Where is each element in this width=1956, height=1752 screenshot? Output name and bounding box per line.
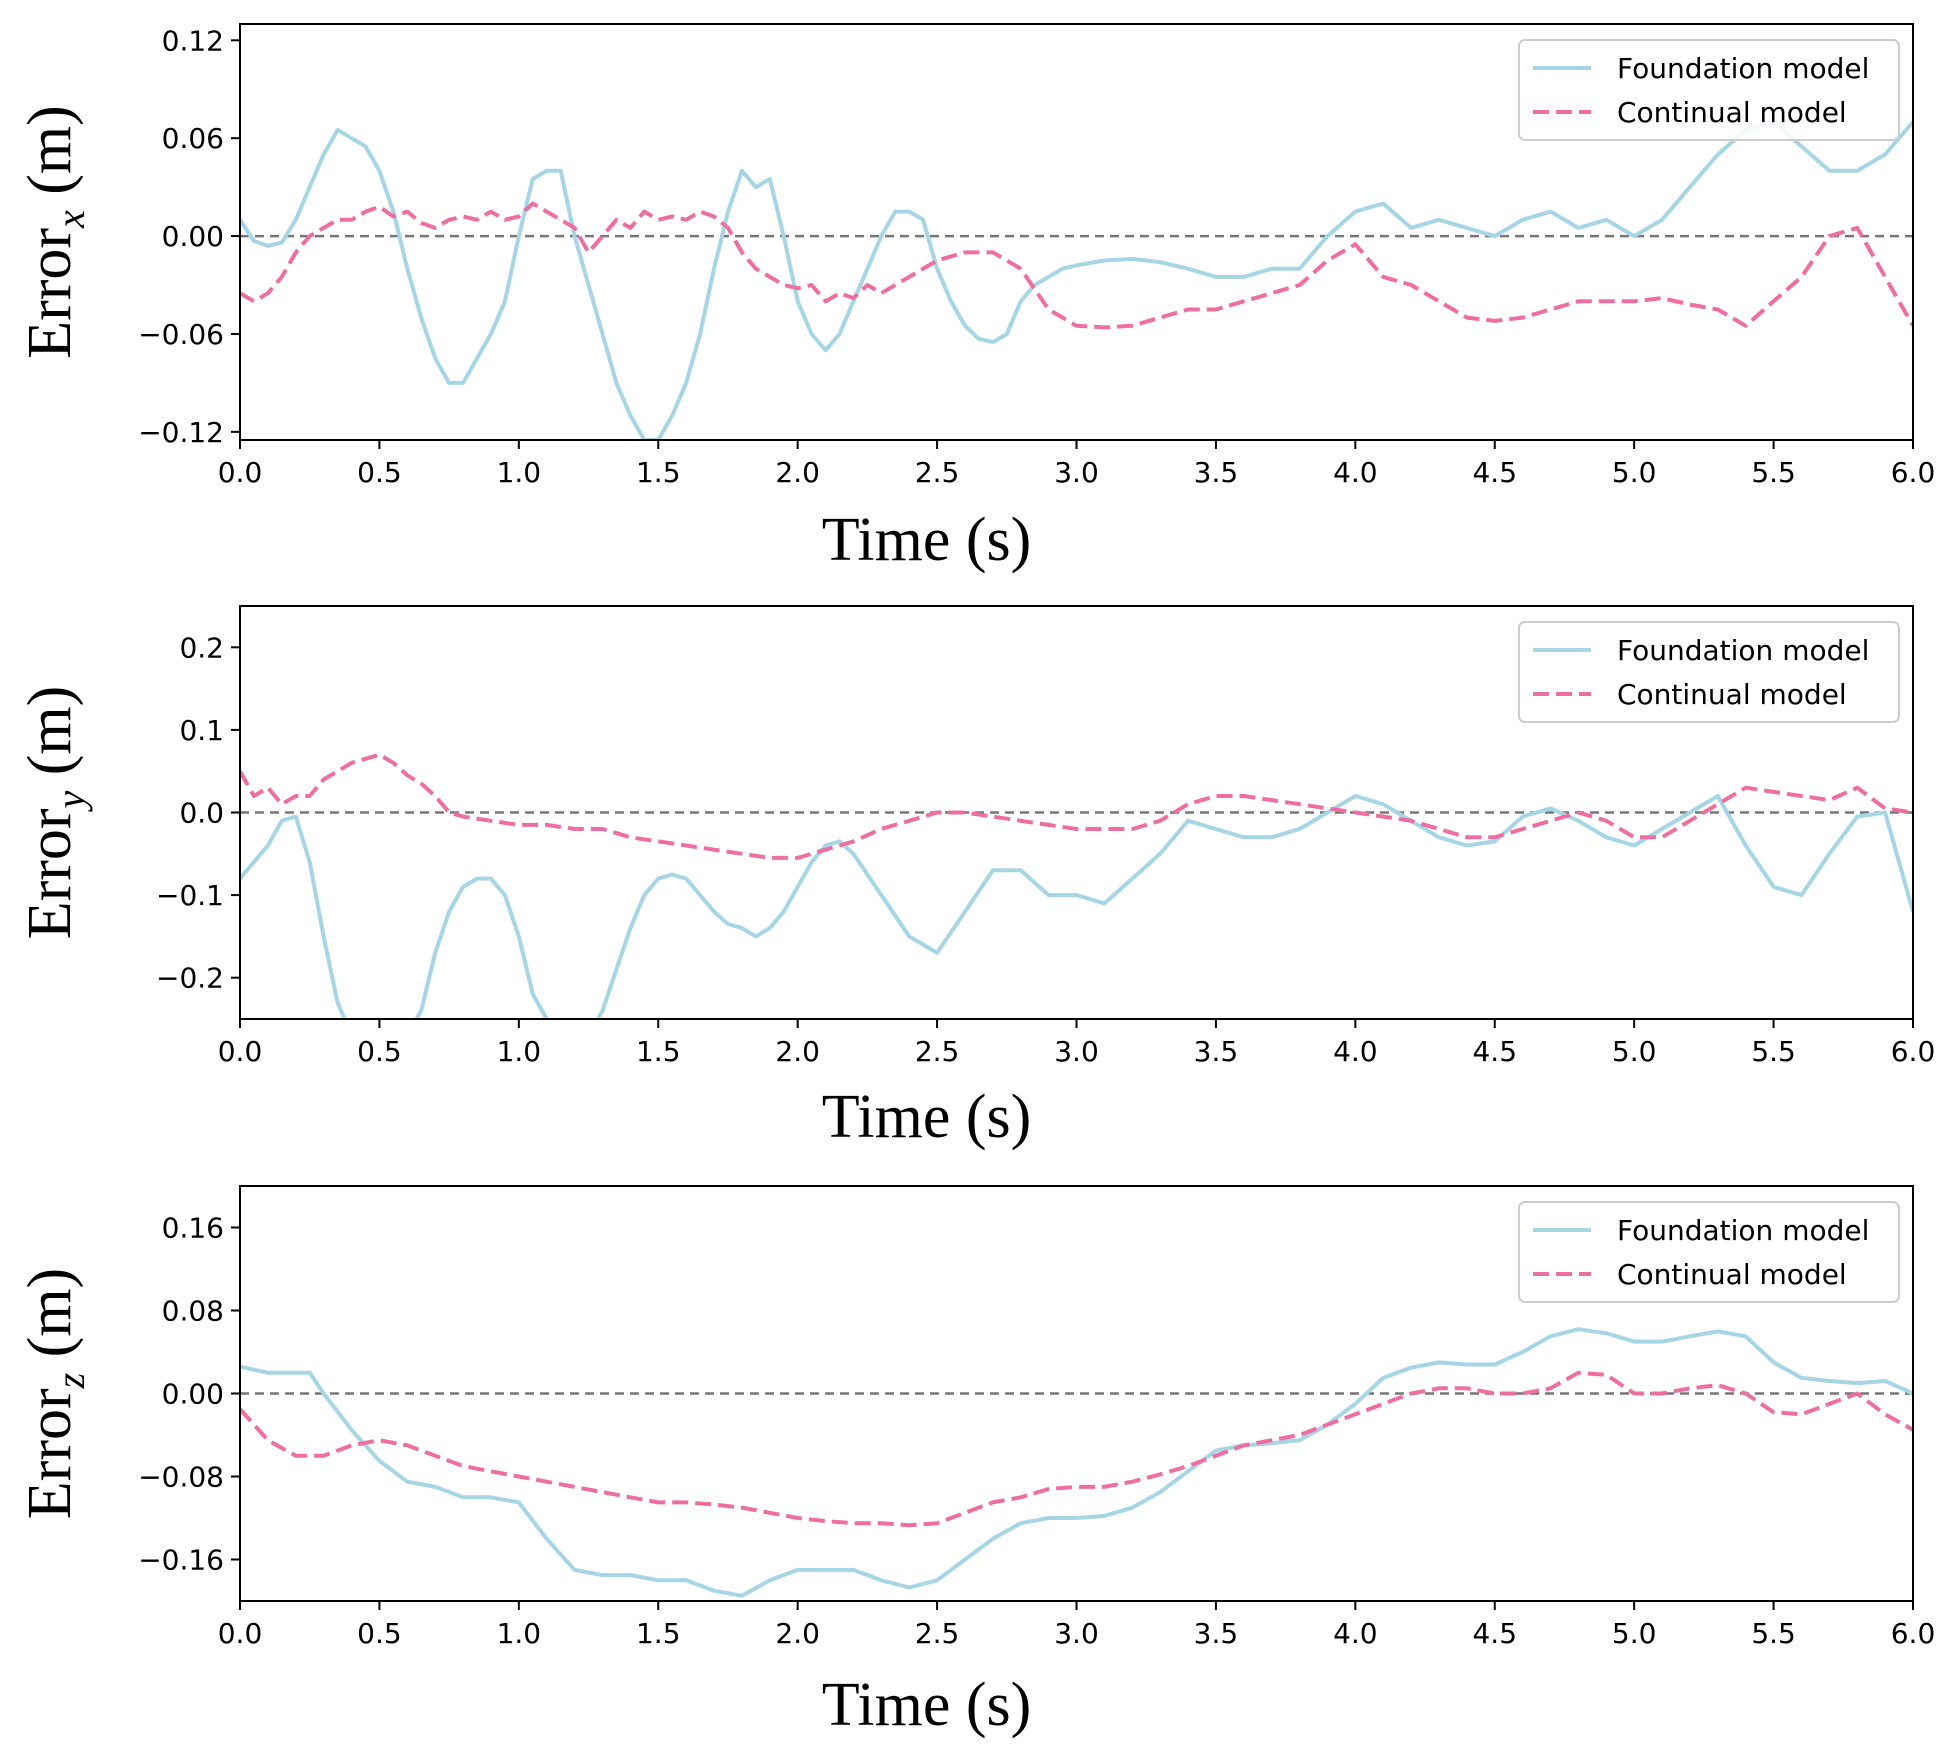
x-tick-label: 4.0 xyxy=(1333,1617,1378,1650)
y-tick-label: 0.08 xyxy=(162,1295,224,1328)
legend-label-continual: Continual model xyxy=(1617,678,1847,711)
series-line-foundation xyxy=(240,119,1913,440)
y-tick-label: −0.1 xyxy=(156,879,224,912)
x-tick-label: 2.5 xyxy=(915,1617,960,1650)
x-tick-label: 5.5 xyxy=(1751,456,1796,489)
x-tick-label: 6.0 xyxy=(1891,1617,1936,1650)
x-tick-label: 2.0 xyxy=(775,1035,820,1068)
x-tick-label: 1.0 xyxy=(497,456,542,489)
y-tick-label: −0.12 xyxy=(138,416,224,449)
x-tick-label: 3.5 xyxy=(1194,1617,1239,1650)
x-tick-label: 0.5 xyxy=(357,456,402,489)
series-line-continual xyxy=(240,1370,1913,1528)
y-axis-title: Errorz (m) xyxy=(16,1268,93,1519)
x-tick-label: 4.0 xyxy=(1333,1035,1378,1068)
legend-box xyxy=(1518,39,1900,141)
series-line-foundation xyxy=(240,794,1913,1019)
x-axis-title: Time (s) xyxy=(822,1671,1032,1739)
x-tick-label: 5.0 xyxy=(1612,1035,1657,1068)
x-tick-label: 0.0 xyxy=(218,1617,263,1650)
x-tick-label: 4.5 xyxy=(1472,456,1517,489)
x-tick-label: 3.0 xyxy=(1054,1035,1099,1068)
x-tick-label: 1.5 xyxy=(636,1617,681,1650)
legend: Foundation model Continual model xyxy=(1518,1201,1900,1303)
legend-label-foundation: Foundation model xyxy=(1617,52,1869,85)
x-tick-label: 5.0 xyxy=(1612,1617,1657,1650)
y-axis-title: Errorx (m) xyxy=(16,105,93,359)
y-tick-label: −0.08 xyxy=(138,1461,224,1494)
legend: Foundation model Continual model xyxy=(1518,39,1900,141)
x-tick-label: 4.5 xyxy=(1472,1617,1517,1650)
x-tick-label: 1.5 xyxy=(636,456,681,489)
panel-z: 0.0 0.5 1.0 1.5 2.0 2.5 3.0 3.5 4.0 4.5 5.0 5.5 6.0 0… xyxy=(16,1185,1936,1739)
x-tick-label: 2.0 xyxy=(775,456,820,489)
y-tick-label: 0.00 xyxy=(162,220,224,253)
x-tick-label: 4.0 xyxy=(1333,456,1378,489)
x-tick-label: 5.0 xyxy=(1612,456,1657,489)
x-tick-label: 0.0 xyxy=(218,1035,263,1068)
x-tick-label: 3.0 xyxy=(1054,456,1099,489)
x-tick-label: 5.5 xyxy=(1751,1617,1796,1650)
x-axis-title: Time (s) xyxy=(822,1083,1032,1151)
x-tick-label: 2.5 xyxy=(915,456,960,489)
x-tick-label: 5.5 xyxy=(1751,1035,1796,1068)
x-tick-label: 4.5 xyxy=(1472,1035,1517,1068)
x-tick-label: 6.0 xyxy=(1891,1035,1936,1068)
legend: Foundation model Continual model xyxy=(1518,621,1900,723)
x-tick-label: 2.5 xyxy=(915,1035,960,1068)
legend-label-foundation: Foundation model xyxy=(1617,634,1869,667)
x-tick-label: 6.0 xyxy=(1891,456,1936,489)
x-tick-label: 1.5 xyxy=(636,1035,681,1068)
legend-box xyxy=(1518,1201,1900,1303)
x-tick-label: 0.5 xyxy=(357,1035,402,1068)
legend-box xyxy=(1518,621,1900,723)
panel-x: 0.0 0.5 1.0 1.5 2.0 2.5 3.0 3.5 4.0 4.5 5.0 5.5 6.0 0… xyxy=(16,23,1936,574)
y-tick-label: 0.12 xyxy=(162,24,224,57)
series-line-continual xyxy=(240,752,1913,860)
panel-y: 0.0 0.5 1.0 1.5 2.0 2.5 3.0 3.5 4.0 4.5 5.0 5.5 6.0 0… xyxy=(16,605,1936,1151)
y-tick-label: 0.06 xyxy=(162,122,224,155)
y-tick-label: −0.06 xyxy=(138,318,224,351)
series-line-continual xyxy=(240,201,1913,330)
y-axis-title: Errory (m) xyxy=(16,686,93,940)
legend-label-continual: Continual model xyxy=(1617,96,1847,129)
x-tick-label: 3.5 xyxy=(1194,1035,1239,1068)
x-tick-label: 3.5 xyxy=(1194,456,1239,489)
series-line-foundation xyxy=(240,1327,1913,1598)
y-tick-label: −0.16 xyxy=(138,1544,224,1577)
y-tick-label: −0.2 xyxy=(156,962,224,995)
y-tick-label: 0.00 xyxy=(162,1378,224,1411)
x-tick-label: 1.0 xyxy=(497,1035,542,1068)
x-tick-label: 0.5 xyxy=(357,1617,402,1650)
x-tick-label: 3.0 xyxy=(1054,1617,1099,1650)
y-tick-label: 0.0 xyxy=(179,797,224,830)
y-tick-label: 0.2 xyxy=(179,631,224,664)
x-tick-label: 2.0 xyxy=(775,1617,820,1650)
y-tick-label: 0.16 xyxy=(162,1212,224,1245)
x-tick-label: 1.0 xyxy=(497,1617,542,1650)
x-axis-title: Time (s) xyxy=(822,506,1032,574)
legend-label-foundation: Foundation model xyxy=(1617,1214,1869,1247)
y-tick-label: 0.1 xyxy=(179,714,224,747)
x-tick-label: 0.0 xyxy=(218,456,263,489)
legend-label-continual: Continual model xyxy=(1617,1258,1847,1291)
